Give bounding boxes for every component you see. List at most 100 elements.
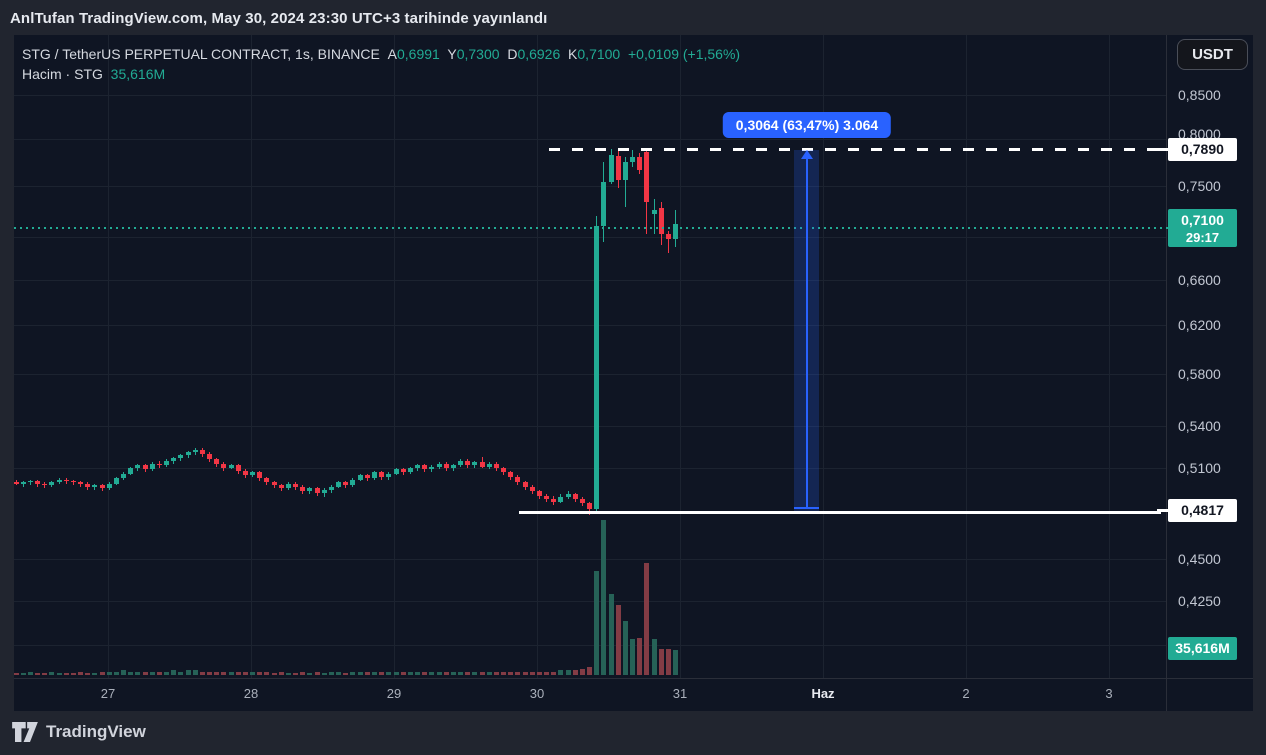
- time-axis-label[interactable]: 28: [243, 686, 259, 701]
- chart-panel[interactable]: [14, 35, 1253, 711]
- volume-bar: [651, 639, 657, 675]
- volume-legend[interactable]: Hacim · STG 35,616M: [22, 66, 165, 82]
- measure-tool-label[interactable]: 0,3064 (63,47%) 3.064: [722, 112, 892, 138]
- horizontal-gridline: [14, 426, 1166, 427]
- volume-bar: [164, 671, 170, 675]
- quote-low-label: D: [507, 46, 518, 62]
- tradingview-logo[interactable]: TradingView: [12, 722, 146, 742]
- volume-bar: [357, 671, 363, 675]
- candle: [199, 449, 205, 454]
- volume-bar: [121, 670, 127, 675]
- vertical-gridline: [394, 35, 395, 678]
- candle: [458, 460, 464, 466]
- symbol-legend[interactable]: STG / TetherUS PERPETUAL CONTRACT, 1s, B…: [22, 46, 740, 62]
- candle: [228, 465, 234, 468]
- price-axis-label[interactable]: 0,7500: [1178, 178, 1221, 194]
- horizontal-gridline: [14, 468, 1166, 469]
- volume-bar: [644, 563, 650, 675]
- candle: [214, 459, 220, 464]
- volume-bar: [622, 620, 628, 675]
- volume-bar: [536, 671, 542, 675]
- price-axis-label[interactable]: 0,8500: [1178, 87, 1221, 103]
- volume-bar: [171, 670, 177, 675]
- time-axis-label[interactable]: Haz: [811, 686, 835, 701]
- volume-bar: [508, 671, 514, 675]
- time-axis-label[interactable]: 3: [1105, 686, 1113, 701]
- volume-bar: [400, 671, 406, 675]
- candle: [99, 485, 105, 489]
- resistance-price-drawing-line[interactable]: [549, 148, 1166, 151]
- candle: [443, 463, 449, 468]
- volume-bar: [192, 670, 198, 675]
- candle: [242, 470, 248, 476]
- volume-bar: [415, 671, 421, 675]
- volume-bar: [393, 671, 399, 675]
- candle: [673, 224, 679, 239]
- volume-bar: [386, 671, 392, 675]
- currency-toggle-button[interactable]: USDT: [1177, 39, 1248, 70]
- volume-bar: [228, 671, 234, 675]
- candle: [149, 463, 155, 470]
- vertical-gridline: [680, 35, 681, 678]
- volume-bar: [264, 671, 270, 675]
- quote-high-value: 0,7300: [456, 46, 500, 62]
- volume-bar: [465, 671, 471, 675]
- resistance-price-badge: 0,7890: [1168, 137, 1237, 161]
- time-axis-label[interactable]: 27: [100, 686, 116, 701]
- candle: [207, 453, 213, 460]
- volume-bar: [501, 671, 507, 675]
- volume-bar: [199, 671, 205, 675]
- vertical-gridline: [966, 35, 967, 678]
- price-axis-label[interactable]: 0,5400: [1178, 418, 1221, 434]
- candle: [587, 503, 593, 510]
- price-axis-label[interactable]: 0,5800: [1178, 366, 1221, 382]
- time-axis-label[interactable]: 30: [529, 686, 545, 701]
- volume-bar: [579, 668, 585, 675]
- price-axis-label[interactable]: 0,5100: [1178, 460, 1221, 476]
- volume-bar: [594, 571, 600, 675]
- candle: [637, 156, 643, 170]
- volume-bar: [522, 671, 528, 675]
- candle: [142, 465, 148, 470]
- candle: [221, 463, 227, 468]
- candle: [27, 480, 33, 483]
- volume-bar: [149, 671, 155, 675]
- candle: [250, 472, 256, 476]
- volume-bar: [242, 671, 248, 675]
- price-axis-label[interactable]: 0,6200: [1178, 317, 1221, 333]
- support-price-drawing-line[interactable]: [519, 511, 1161, 514]
- volume-bar: [407, 671, 413, 675]
- vertical-gridline: [251, 35, 252, 678]
- candle: [300, 486, 306, 492]
- volume-bar: [479, 671, 485, 675]
- price-axis-label[interactable]: 0,4250: [1178, 593, 1221, 609]
- candle: [336, 482, 342, 487]
- volume-bar: [70, 673, 76, 675]
- support-price-badge: 0,4817: [1168, 498, 1237, 522]
- volume-bar: [493, 671, 499, 675]
- volume-bar: [601, 520, 607, 675]
- vertical-gridline: [1109, 35, 1110, 678]
- vertical-gridline: [823, 35, 824, 678]
- volume-bar: [515, 671, 521, 675]
- candle: [407, 467, 413, 473]
- quote-open-value: 0,6991: [397, 46, 440, 62]
- time-axis-label[interactable]: 2: [962, 686, 970, 701]
- time-axis-label[interactable]: 31: [672, 686, 688, 701]
- price-axis-label[interactable]: 0,6600: [1178, 272, 1221, 288]
- candle: [121, 473, 127, 479]
- time-axis-label[interactable]: 29: [386, 686, 402, 701]
- candle: [307, 488, 313, 492]
- price-axis-label[interactable]: 0,4500: [1178, 551, 1221, 567]
- volume-bar: [314, 671, 320, 675]
- last-price-line: [14, 227, 1168, 229]
- quote-high-label: Y: [447, 46, 457, 62]
- volume-bar: [78, 671, 84, 675]
- volume-bar: [587, 667, 593, 675]
- quote-change: +0,0109 (+1,56%): [628, 46, 741, 62]
- volume-badge: 35,616M: [1168, 637, 1237, 660]
- volume-bar: [328, 671, 334, 675]
- volume-bar: [321, 673, 327, 675]
- candle: [386, 473, 392, 477]
